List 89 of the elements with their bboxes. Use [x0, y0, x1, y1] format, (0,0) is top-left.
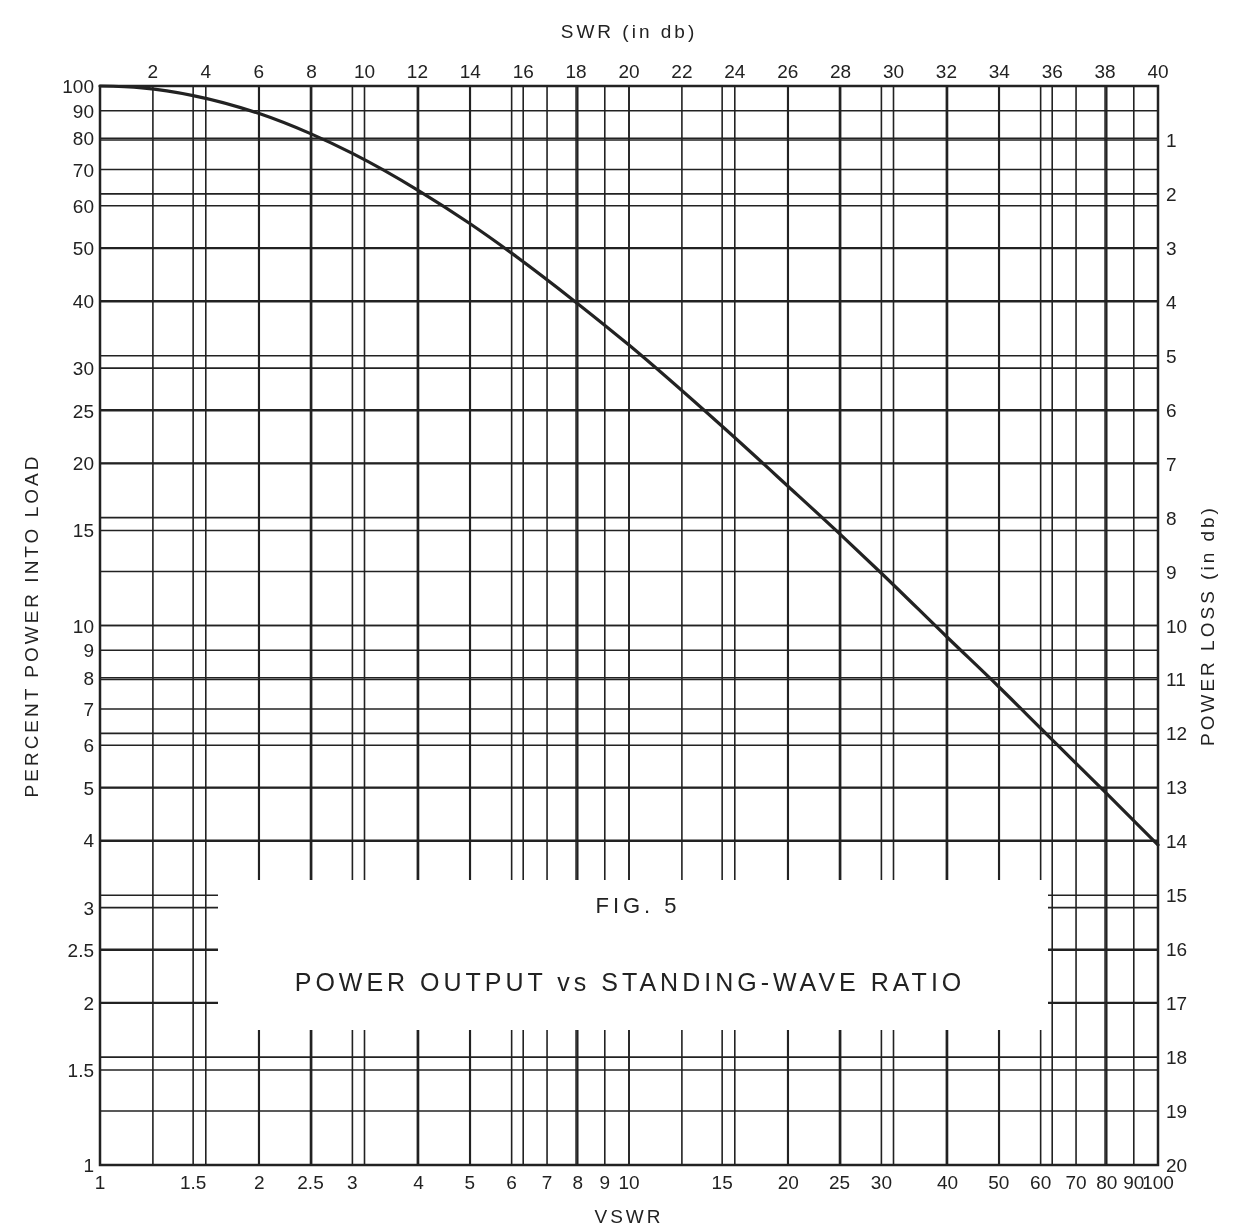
x-tick-label: 4 [413, 1172, 425, 1193]
y-tick-label: 4 [83, 830, 95, 852]
x-tick-label: 20 [777, 1172, 799, 1193]
y-tick-label: 30 [72, 358, 94, 380]
x-tick-label: 2 [253, 1172, 265, 1193]
y2-tick-label: 5 [1166, 345, 1177, 367]
x-tick-label: 40 [936, 1172, 959, 1193]
y2-axis-title: POWER LOSS (in db) [1197, 505, 1218, 746]
y-tick-label: 10 [72, 615, 94, 637]
x-tick-label: 2.5 [297, 1172, 324, 1193]
x2-tick-label: 8 [306, 61, 317, 82]
y-tick-label: 1 [83, 1155, 94, 1176]
x2-tick-label: 30 [882, 61, 905, 82]
y2-tick-label: 3 [1166, 237, 1177, 259]
y-tick-label: 90 [72, 100, 94, 122]
y-tick-label: 40 [72, 290, 94, 312]
x-tick-label: 80 [1096, 1172, 1118, 1193]
y-tick-label: 8 [83, 667, 94, 689]
x2-tick-label: 4 [200, 61, 212, 82]
x2-tick-label: 12 [406, 61, 428, 82]
x-tick-label: 8 [572, 1172, 584, 1193]
y-tick-label: 7 [83, 699, 94, 721]
x2-tick-label: 38 [1094, 61, 1116, 82]
x-tick-label: 25 [828, 1172, 851, 1193]
x2-tick-label: 28 [830, 61, 852, 82]
y-tick-label: 60 [72, 195, 94, 217]
y-tick-label: 2 [83, 992, 94, 1014]
y2-tick-label: 9 [1166, 561, 1177, 583]
y-tick-label: 25 [72, 400, 94, 422]
x-tick-label: 3 [347, 1172, 358, 1193]
y-axis-title: PERCENT POWER INTO LOAD [21, 453, 42, 798]
x2-tick-label: 22 [671, 61, 693, 82]
y-tick-label: 80 [72, 128, 94, 150]
y-tick-label: 6 [83, 735, 94, 757]
y-tick-label: 20 [72, 453, 94, 475]
x-axis-title: VSWR [594, 1206, 664, 1227]
y2-tick-label: 14 [1166, 831, 1188, 853]
y-tick-label: 3 [83, 897, 94, 919]
x-tick-label: 90 [1123, 1172, 1145, 1193]
x2-tick-label: 18 [565, 61, 587, 82]
y-tick-label: 2.5 [67, 940, 94, 962]
y2-tick-label: 19 [1166, 1101, 1188, 1123]
y-tick-label: 100 [62, 76, 94, 97]
x-tick-label: 7 [541, 1172, 553, 1193]
y2-tick-label: 2 [1166, 183, 1177, 205]
x2-tick-label: 16 [512, 61, 534, 82]
text: POWER OUTPUT vs STANDING-WAVE RATIO [294, 968, 966, 996]
x-tick-label: 70 [1065, 1172, 1087, 1193]
x-tick-label: 10 [618, 1172, 640, 1193]
x-tick-label: 6 [506, 1172, 517, 1193]
x-tick-label: 9 [599, 1172, 611, 1193]
x-tick-label: 15 [711, 1172, 733, 1193]
y2-tick-label: 13 [1166, 777, 1188, 799]
x2-tick-label: 32 [935, 61, 957, 82]
x2-tick-label: 26 [777, 61, 799, 82]
y2-tick-label: 11 [1166, 669, 1186, 691]
y2-tick-label: 18 [1166, 1047, 1188, 1069]
y2-tick-label: 1 [1166, 129, 1177, 151]
x-tick-label: 1.5 [179, 1172, 207, 1193]
y2-tick-label: 4 [1166, 291, 1177, 313]
y-tick-label: 70 [72, 159, 94, 181]
x2-tick-label: 2 [147, 61, 159, 82]
y2-tick-label: 10 [1166, 615, 1188, 637]
y-tick-label: 5 [83, 777, 94, 799]
y2-tick-label: 8 [1166, 507, 1177, 529]
x-tick-label: 60 [1030, 1172, 1052, 1193]
y2-tick-label: 7 [1166, 453, 1177, 475]
x-tick-label: 5 [464, 1172, 476, 1193]
y2-tick-label: 15 [1166, 885, 1188, 907]
x2-tick-label: 10 [353, 61, 376, 82]
x2-tick-label: 24 [724, 61, 746, 82]
y-tick-label: 1.5 [67, 1060, 94, 1081]
x2-tick-label: 40 [1147, 61, 1169, 82]
y-tick-label: 15 [72, 520, 94, 542]
x-tick-label: 50 [988, 1172, 1010, 1193]
x2-axis-title: SWR (in db) [560, 21, 698, 42]
y2-tick-label: 16 [1166, 939, 1188, 961]
x-tick-label: 30 [870, 1172, 892, 1193]
x2-tick-label: 34 [988, 61, 1011, 82]
y2-tick-label: 17 [1166, 993, 1188, 1015]
y2-tick-label: 6 [1166, 399, 1177, 421]
y-tick-label: 9 [83, 640, 94, 662]
annotation: FIG. 5 [595, 893, 681, 918]
x2-tick-label: 14 [459, 61, 482, 82]
x2-tick-label: 6 [253, 61, 264, 82]
y2-tick-label: 12 [1166, 723, 1188, 745]
x2-tick-label: 36 [1041, 61, 1063, 82]
y-tick-label: 50 [72, 238, 94, 260]
x2-tick-label: 20 [618, 61, 640, 82]
